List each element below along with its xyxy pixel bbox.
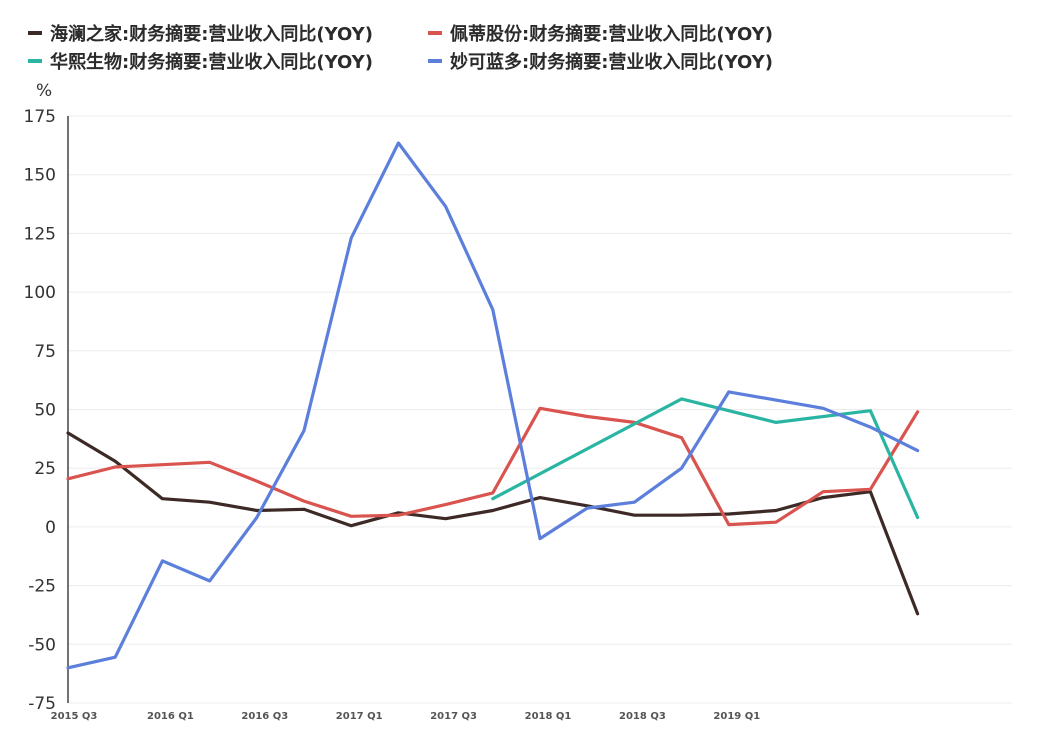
y-tick-label: -25	[28, 577, 56, 597]
x-tick-label: 2017 Q1	[336, 711, 383, 722]
legend-swatch-miaoke	[428, 59, 442, 63]
x-tick-label: 2016 Q1	[147, 711, 194, 722]
x-tick-label: 2018 Q1	[525, 711, 572, 722]
x-tick-label: 2017 Q3	[430, 711, 477, 722]
legend-item-haixian: 海澜之家:财务摘要:营业收入同比(YOY)	[28, 20, 373, 46]
series-line-1	[66, 406, 920, 527]
chart-legend: 海澜之家:财务摘要:营业收入同比(YOY) 佩蒂股份:财务摘要:营业收入同比(Y…	[28, 20, 848, 80]
legend-label-peidi: 佩蒂股份:财务摘要:营业收入同比(YOY)	[450, 24, 773, 45]
y-tick-label: 0	[45, 518, 56, 538]
y-tick-label: 175	[24, 107, 56, 127]
legend-item-huaxi: 华熙生物:财务摘要:营业收入同比(YOY)	[28, 48, 373, 74]
x-tick-label: 2018 Q3	[619, 711, 666, 722]
series-line-3	[66, 141, 920, 670]
legend-swatch-huaxi	[28, 59, 42, 63]
y-tick-label: 150	[24, 166, 56, 186]
legend-swatch-peidi	[428, 31, 442, 35]
legend-swatch-haixian	[28, 31, 42, 35]
legend-label-huaxi: 华熙生物:财务摘要:营业收入同比(YOY)	[50, 52, 373, 73]
x-tick-label: 2015 Q3	[51, 711, 98, 722]
series-line-0	[66, 431, 920, 616]
x-tick-label: 2019 Q1	[713, 711, 760, 722]
y-axis-unit-label: %	[36, 81, 52, 101]
series-line-2	[491, 397, 920, 520]
legend-label-miaoke: 妙可蓝多:财务摘要:营业收入同比(YOY)	[450, 52, 773, 73]
y-tick-label: 125	[24, 224, 56, 244]
legend-item-peidi: 佩蒂股份:财务摘要:营业收入同比(YOY)	[428, 20, 773, 46]
y-tick-label: 25	[34, 459, 56, 479]
legend-label-haixian: 海澜之家:财务摘要:营业收入同比(YOY)	[50, 24, 373, 45]
y-tick-label: 50	[34, 401, 56, 421]
y-tick-label: -75	[28, 694, 56, 714]
y-tick-label: 100	[24, 283, 56, 303]
y-tick-label: -50	[28, 635, 56, 655]
x-tick-label: 2016 Q3	[241, 711, 288, 722]
legend-item-miaoke: 妙可蓝多:财务摘要:营业收入同比(YOY)	[428, 48, 773, 74]
y-tick-label: 75	[34, 342, 56, 362]
